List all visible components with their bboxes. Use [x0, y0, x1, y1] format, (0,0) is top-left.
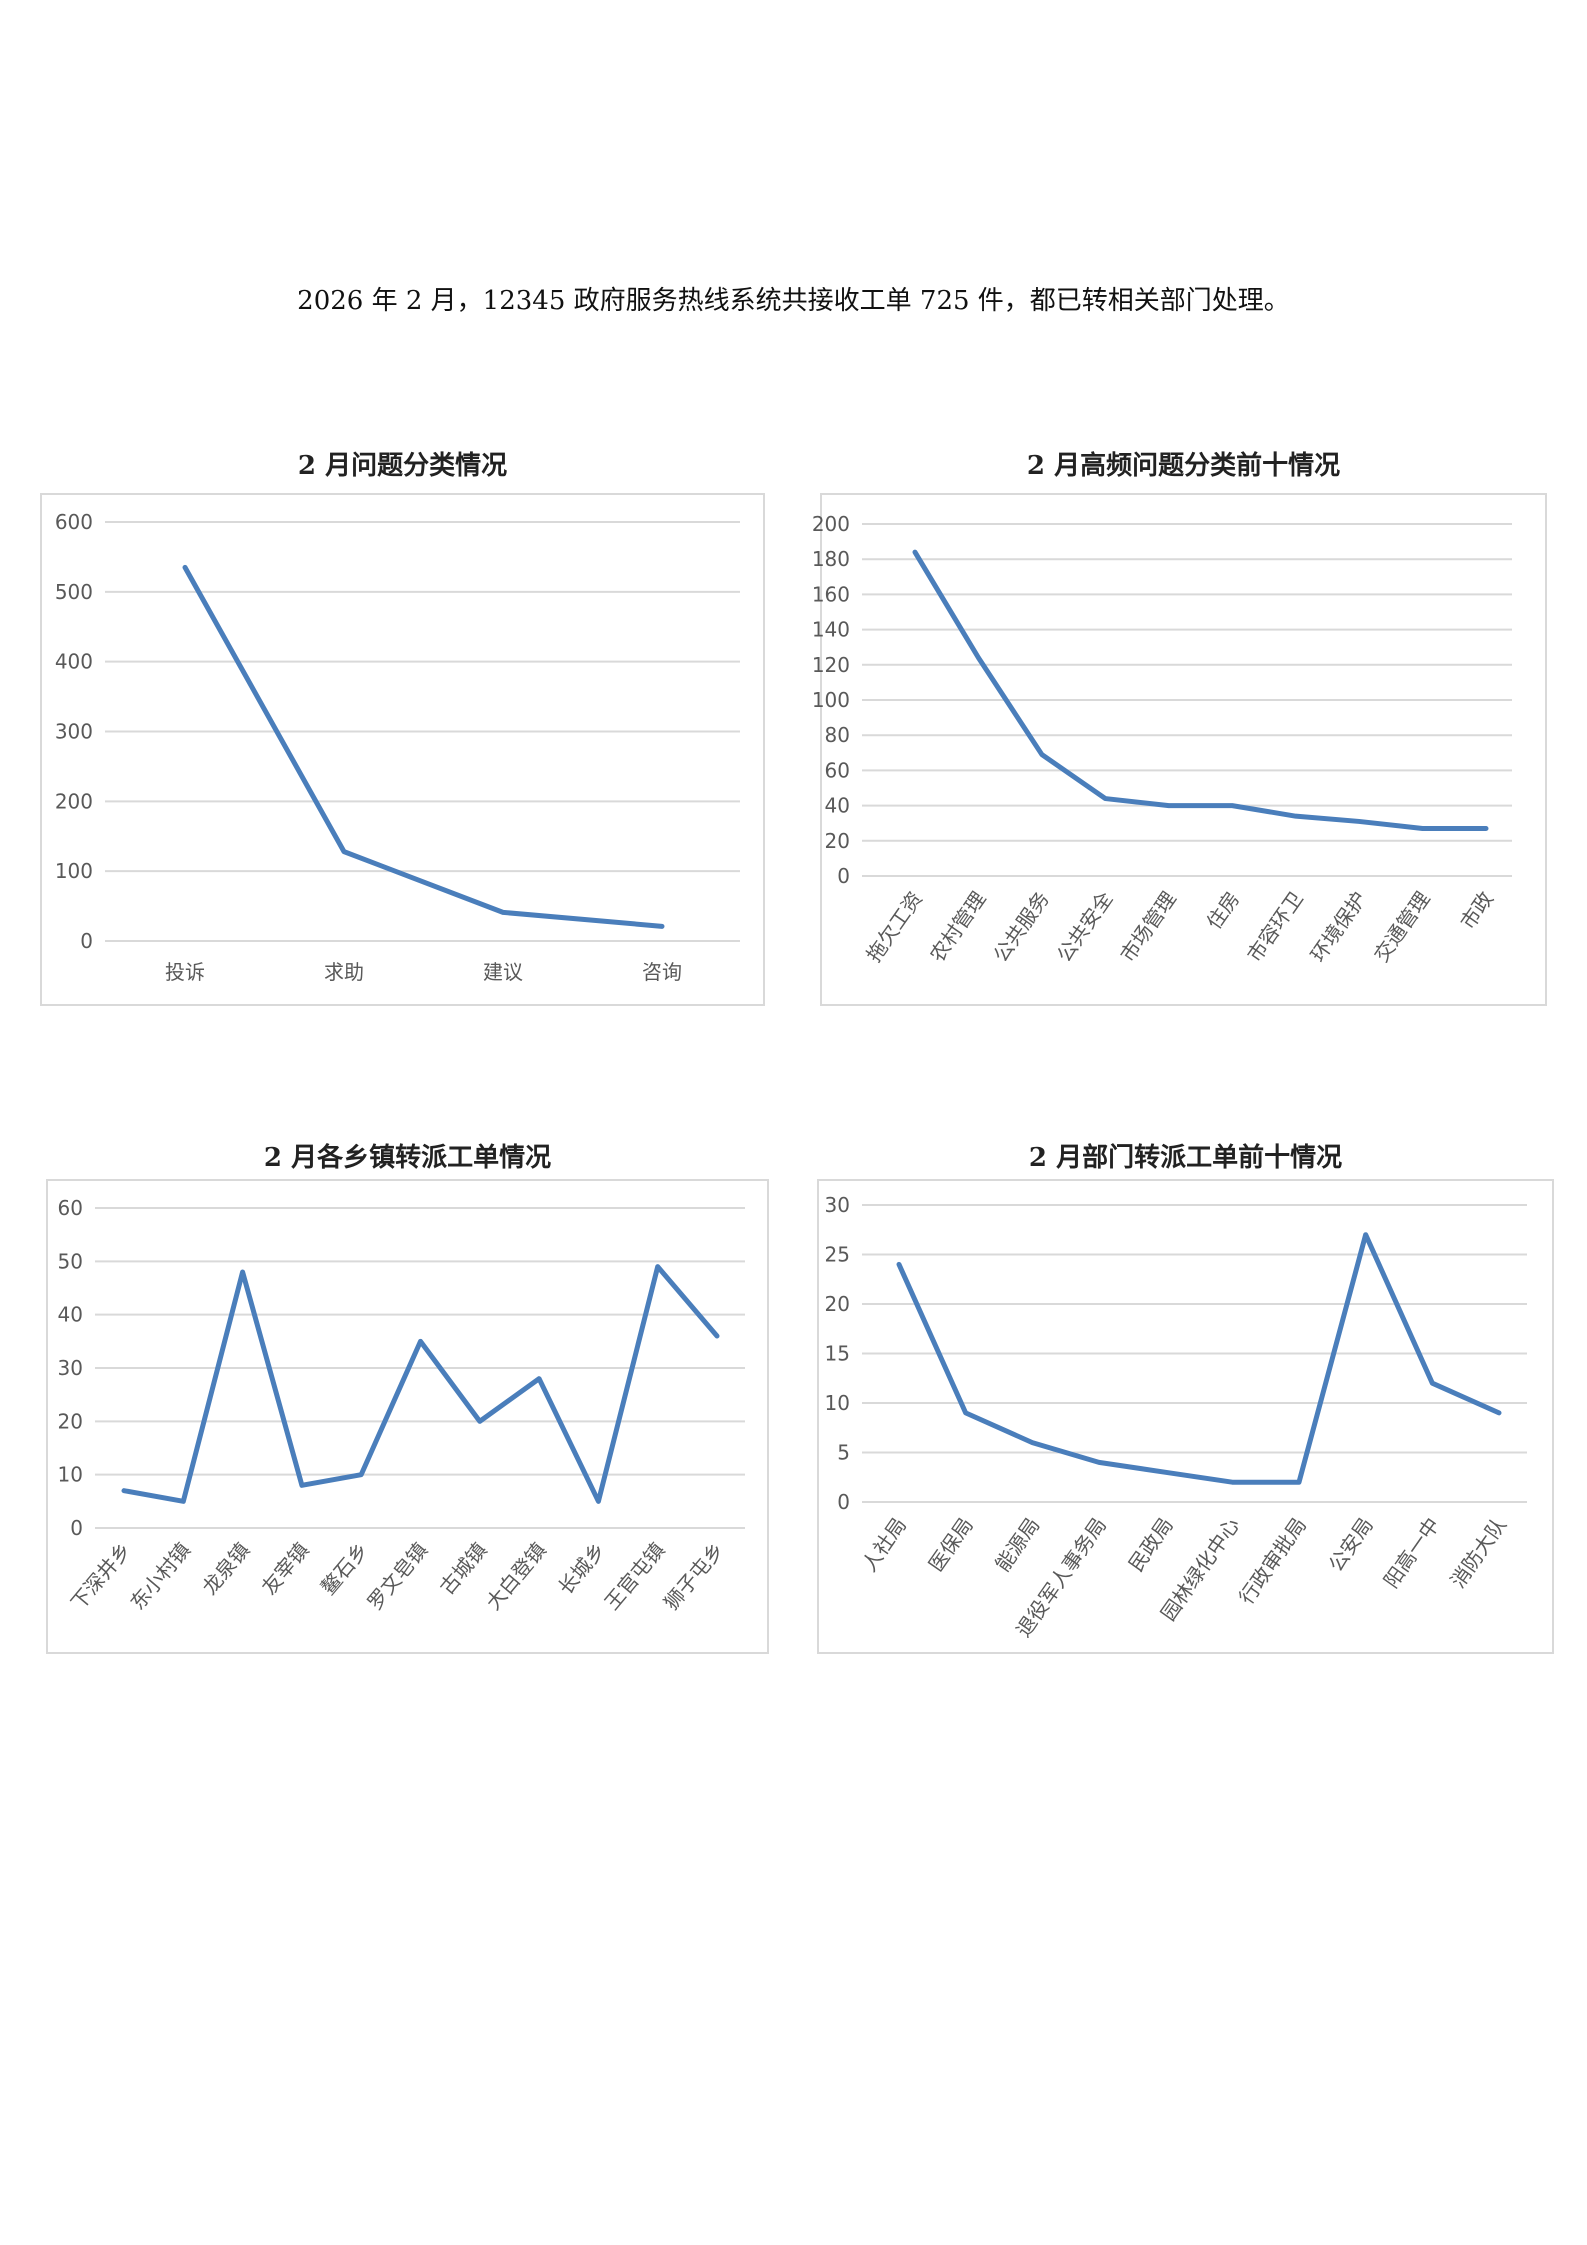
y-tick-label: 0: [80, 929, 93, 953]
y-tick-label: 5: [837, 1441, 850, 1465]
x-category-label: 咨询: [642, 960, 682, 984]
x-category-label: 行政审批局: [1234, 1513, 1311, 1609]
y-tick-label: 120: [812, 653, 850, 677]
x-category-label: 医保局: [924, 1513, 978, 1576]
y-tick-label: 80: [825, 723, 850, 747]
x-category-label: 市场管理: [1115, 887, 1181, 966]
y-tick-label: 400: [55, 650, 93, 674]
chart-frame-issue-categories: [40, 493, 765, 1006]
chart-title-top10-issues: 2 月高频问题分类前十情况: [1026, 451, 1341, 481]
intro-text: 2026 年 2 月，12345 政府服务热线系统共接收工单 725 件，都已转…: [297, 286, 1290, 316]
y-tick-label: 200: [55, 789, 93, 813]
chart-issue-categories: 0 100 200 300 400 500 600 投诉 求助 建议 咨询: [55, 510, 740, 984]
chart-title-department-orders: 2 月部门转派工单前十情况: [1028, 1143, 1343, 1173]
y-tick-label: 50: [58, 1249, 83, 1273]
x-category-label: 阳高一中: [1379, 1513, 1445, 1592]
chart-title-township-orders: 2 月各乡镇转派工单情况: [263, 1143, 552, 1173]
y-tick-label: 300: [55, 720, 93, 744]
y-tick-label: 30: [825, 1193, 850, 1217]
y-tick-label: 10: [825, 1391, 850, 1415]
x-category-label: 能源局: [990, 1513, 1044, 1576]
x-category-label: 人社局: [857, 1513, 911, 1576]
x-category-label: 市政: [1455, 887, 1498, 934]
data-line: [912, 549, 1489, 831]
y-tick-label: 60: [825, 758, 850, 782]
y-tick-label: 30: [58, 1356, 83, 1380]
y-tick-label: 0: [837, 864, 850, 888]
x-category-label: 狮子屯乡: [659, 1538, 729, 1615]
chart-frame-top10-issues: [820, 493, 1547, 1006]
x-category-label: 交通管理: [1369, 887, 1435, 966]
x-category-label: 友宰镇: [257, 1538, 314, 1599]
y-tick-label: 40: [58, 1303, 83, 1327]
x-category-label: 环境保护: [1306, 887, 1372, 966]
x-category-label: 下深井乡: [66, 1538, 136, 1615]
x-category-label: 长城乡: [553, 1538, 610, 1599]
x-category-label: 公共服务: [988, 887, 1054, 966]
y-tick-label: 15: [825, 1342, 850, 1366]
x-category-label: 市容环卫: [1242, 887, 1308, 966]
x-category-label: 王官屯镇: [600, 1538, 670, 1615]
y-tick-label: 10: [58, 1463, 83, 1487]
x-category-label: 求助: [324, 960, 364, 984]
data-line: [896, 1232, 1502, 1485]
chart-title-issue-categories: 2 月问题分类情况: [297, 451, 508, 481]
y-tick-label: 140: [812, 618, 850, 642]
x-category-label: 拖欠工资: [862, 887, 928, 966]
x-category-label: 住房: [1202, 887, 1245, 934]
chart-frame-township-orders: [46, 1179, 769, 1654]
y-tick-label: 40: [825, 794, 850, 818]
x-category-label: 龙泉镇: [197, 1538, 254, 1599]
y-tick-label: 20: [58, 1409, 83, 1433]
x-category-label: 鳌石乡: [316, 1538, 373, 1599]
y-tick-label: 20: [825, 1292, 850, 1316]
x-category-label: 公安局: [1324, 1513, 1378, 1576]
data-line: [121, 1264, 720, 1504]
y-tick-label: 25: [825, 1243, 850, 1267]
chart-frame-department-orders: [817, 1179, 1554, 1654]
x-category-label: 公共安全: [1052, 887, 1118, 966]
chart-top10-issues: 0 20 40 60 80 100 120 140 160 180 200 拖欠工资农村管理公共服务公…: [812, 512, 1512, 966]
x-category-label: 农村管理: [925, 887, 991, 966]
x-category-label: 东小村镇: [125, 1538, 195, 1615]
x-category-label: 古城镇: [435, 1538, 492, 1599]
x-category-label: 罗文皂镇: [363, 1538, 433, 1615]
y-tick-label: 0: [70, 1516, 83, 1540]
x-category-label: 民政局: [1124, 1513, 1178, 1576]
y-tick-label: 0: [837, 1490, 850, 1514]
y-tick-label: 500: [55, 580, 93, 604]
x-category-label: 投诉: [165, 960, 205, 984]
y-tick-label: 180: [812, 547, 850, 571]
x-category-label: 大白登镇: [481, 1538, 551, 1615]
data-line: [182, 564, 665, 929]
y-tick-label: 160: [812, 582, 850, 606]
x-category-label: 消防大队: [1446, 1513, 1512, 1592]
y-tick-label: 60: [58, 1196, 83, 1220]
y-tick-label: 600: [55, 510, 93, 534]
y-tick-label: 200: [812, 512, 850, 536]
y-tick-label: 100: [55, 859, 93, 883]
y-tick-label: 20: [825, 829, 850, 853]
x-category-label: 建议: [483, 960, 523, 984]
y-tick-label: 100: [812, 688, 850, 712]
